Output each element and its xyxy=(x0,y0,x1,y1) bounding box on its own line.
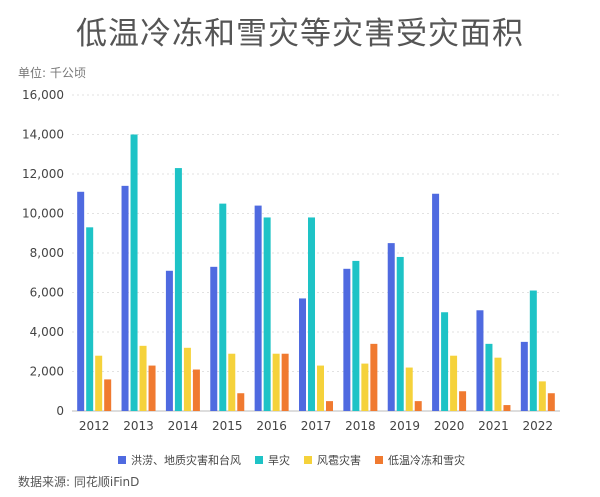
bar xyxy=(263,217,271,411)
bar xyxy=(538,381,546,411)
x-tick-label: 2012 xyxy=(79,419,110,433)
legend-item: 洪涝、地质灾害和台风 xyxy=(118,452,241,468)
unit-label: 单位: 千公顷 xyxy=(18,66,86,80)
bar xyxy=(547,393,555,411)
bars xyxy=(77,134,555,411)
chart-title: 低温冷冻和雪灾等灾害受灾面积 xyxy=(76,16,524,52)
bar xyxy=(396,256,404,411)
x-tick-label: 2013 xyxy=(123,419,154,433)
bar xyxy=(299,298,306,411)
bar xyxy=(352,260,360,411)
legend-item: 风雹灾害 xyxy=(304,452,361,468)
bar-chart: 0 2,000 4,000 6,000 8,000 10,000 12,000 14,000 1… xyxy=(22,88,560,433)
bar xyxy=(281,353,289,411)
bar xyxy=(192,369,200,411)
y-tick-label: 14,000 xyxy=(22,128,64,142)
bar xyxy=(343,268,351,411)
bar xyxy=(210,266,218,411)
legend-label: 旱灾 xyxy=(268,454,290,467)
legend-swatch xyxy=(118,456,126,464)
bar xyxy=(485,343,493,411)
source-label: 数据来源: 同花顺iFinD xyxy=(18,475,140,489)
legend-swatch xyxy=(304,456,312,464)
bar xyxy=(370,343,378,411)
y-tick-label: 2,000 xyxy=(30,365,64,379)
bar xyxy=(219,203,227,411)
bar xyxy=(503,405,511,411)
y-tick-label: 8,000 xyxy=(30,246,64,260)
y-tick-label: 6,000 xyxy=(30,286,64,300)
bar xyxy=(432,193,440,411)
x-tick-label: 2014 xyxy=(168,419,199,433)
y-tick-label: 10,000 xyxy=(22,207,64,221)
legend-item: 旱灾 xyxy=(255,452,290,468)
x-tick-label: 2018 xyxy=(345,419,376,433)
x-axis: 2012 2013 2014 2015 2016 2017 2018 2019 2020 2021… xyxy=(79,419,553,433)
bar xyxy=(494,357,502,411)
bar xyxy=(414,401,422,411)
bar xyxy=(459,391,467,411)
bar xyxy=(95,355,103,411)
bar xyxy=(520,341,528,411)
bar xyxy=(254,205,262,411)
legend-swatch xyxy=(375,456,383,464)
bar xyxy=(308,217,315,411)
legend-item: 低温冷冻和雪灾 xyxy=(375,452,465,468)
bar xyxy=(405,367,413,411)
bar xyxy=(121,185,129,411)
x-tick-label: 2019 xyxy=(389,419,420,433)
x-tick-label: 2021 xyxy=(478,419,509,433)
bar xyxy=(139,345,147,411)
x-tick-label: 2020 xyxy=(434,419,465,433)
bar xyxy=(387,243,395,411)
legend: 洪涝、地质灾害和台风 旱灾 风雹灾害 低温冷冻和雪灾 xyxy=(118,452,465,468)
bar xyxy=(237,393,245,411)
bar xyxy=(104,379,112,411)
bar xyxy=(174,168,182,411)
legend-label: 低温冷冻和雪灾 xyxy=(388,454,465,467)
bar xyxy=(228,353,236,411)
x-tick-label: 2016 xyxy=(256,419,287,433)
bar xyxy=(272,353,280,411)
bar xyxy=(77,191,85,411)
y-axis: 0 2,000 4,000 6,000 8,000 10,000 12,000 14,000 1… xyxy=(22,88,64,418)
legend-label: 洪涝、地质灾害和台风 xyxy=(131,454,241,467)
legend-swatch xyxy=(255,456,263,464)
y-tick-label: 0 xyxy=(56,404,64,418)
bar xyxy=(165,270,173,411)
bar xyxy=(183,347,191,411)
y-tick-label: 4,000 xyxy=(30,325,64,339)
x-tick-label: 2015 xyxy=(212,419,243,433)
bar xyxy=(529,290,537,411)
bar xyxy=(148,365,156,411)
bar xyxy=(450,355,458,411)
x-tick-label: 2017 xyxy=(301,419,332,433)
bar xyxy=(476,310,484,411)
bar xyxy=(326,401,333,411)
bar xyxy=(317,365,324,411)
bar xyxy=(130,134,138,411)
bar xyxy=(361,363,369,411)
y-tick-label: 12,000 xyxy=(22,167,64,181)
bar xyxy=(441,312,449,411)
legend-label: 风雹灾害 xyxy=(317,454,361,467)
x-tick-label: 2022 xyxy=(523,419,554,433)
bar xyxy=(86,227,94,411)
y-tick-label: 16,000 xyxy=(22,88,64,102)
